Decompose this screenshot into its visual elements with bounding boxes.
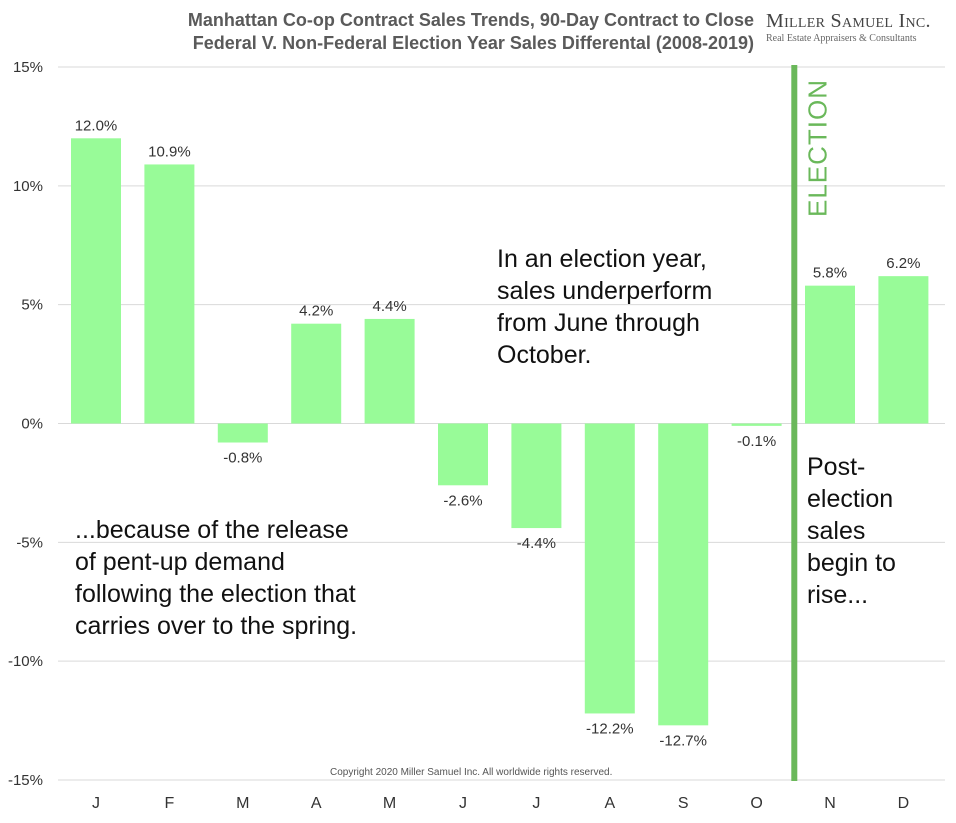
chart-title: Manhattan Co-op Contract Sales Trends, 9… — [187, 10, 754, 30]
x-tick-label: J — [92, 795, 100, 812]
annotation-right: Post- election sales begin to rise... — [807, 453, 896, 609]
bar — [144, 164, 195, 424]
x-tick-label: M — [383, 795, 396, 812]
x-tick-label: J — [459, 795, 467, 812]
y-tick-label: -15% — [8, 772, 43, 789]
data-label: -12.2% — [586, 720, 634, 737]
data-label: -0.8% — [223, 450, 262, 467]
x-tick-label: A — [604, 795, 615, 812]
x-tick-label: M — [236, 795, 249, 812]
y-tick-label: 15% — [13, 59, 43, 76]
y-tick-label: 0% — [21, 416, 43, 433]
y-tick-label: -10% — [8, 653, 43, 670]
bar — [584, 423, 635, 714]
x-tick-label: D — [898, 795, 910, 812]
bar — [878, 276, 929, 424]
data-label: 5.8% — [813, 265, 847, 282]
bar — [805, 285, 855, 424]
bar — [291, 323, 342, 424]
bar — [364, 318, 415, 424]
election-marker-line — [791, 65, 798, 781]
bar — [731, 423, 782, 426]
data-label: -0.1% — [737, 433, 776, 450]
y-tick-label: 5% — [21, 297, 43, 314]
data-label: -2.6% — [443, 492, 482, 509]
company-logo: Miller Samuel Inc. — [766, 10, 931, 32]
data-label: 6.2% — [886, 255, 920, 272]
x-tick-label: O — [750, 795, 762, 812]
bar — [438, 423, 488, 486]
data-label: -4.4% — [517, 535, 556, 552]
annotation-middle: In an election year, sales underperform … — [497, 245, 713, 369]
y-tick-label: -5% — [16, 534, 43, 551]
data-label: 10.9% — [148, 143, 191, 160]
chart-subtitle: Federal V. Non-Federal Election Year Sal… — [192, 33, 754, 53]
bar — [658, 423, 709, 726]
x-tick-label: A — [311, 795, 322, 812]
data-label: 4.2% — [299, 303, 333, 320]
bar — [217, 423, 268, 443]
bar — [71, 138, 121, 424]
annotation-left: ...because of the release of pent-up dem… — [75, 516, 358, 640]
data-label: 4.4% — [372, 298, 406, 315]
x-tick-label: F — [165, 795, 175, 812]
data-label: -12.7% — [659, 732, 707, 749]
x-tick-label: J — [532, 795, 540, 812]
election-marker-label: ELECTION — [802, 78, 833, 218]
bar — [511, 423, 562, 529]
x-tick-label: N — [824, 795, 836, 812]
x-tick-label: S — [678, 795, 689, 812]
copyright-notice: Copyright 2020 Miller Samuel Inc. All wo… — [330, 767, 613, 778]
data-label: 12.0% — [75, 117, 118, 134]
company-tagline: Real Estate Appraisers & Consultants — [766, 33, 917, 44]
y-tick-label: 10% — [13, 178, 43, 195]
